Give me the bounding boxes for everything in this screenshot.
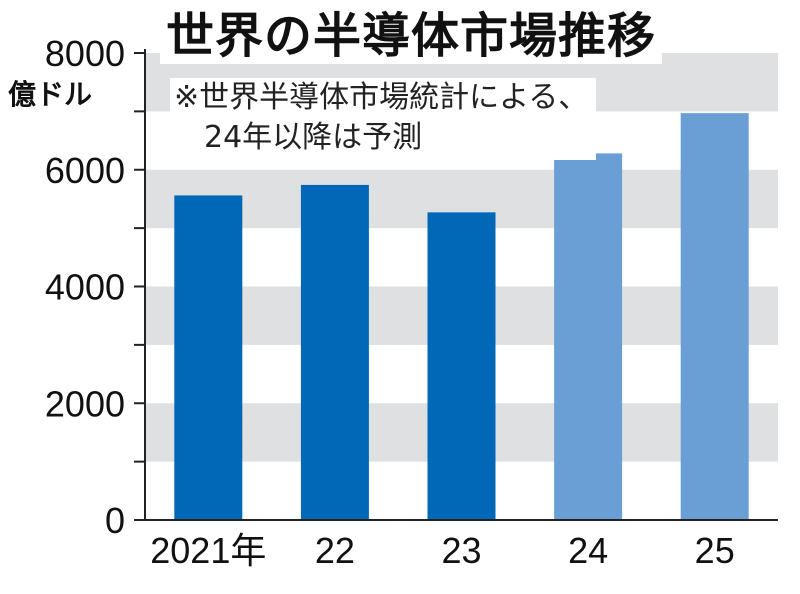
x-tick-label-4: 25 [695, 530, 735, 571]
note-line-2: 24年以降は予測 [204, 120, 423, 155]
x-tick-label-0: 2021年 [150, 530, 266, 571]
source-note: ※世界半導体市場統計による、 24年以降は予測 [170, 78, 597, 160]
x-tick-label-2: 23 [441, 530, 481, 571]
bar-0 [174, 195, 243, 520]
note-line-1: ※世界半導体市場統計による、 [174, 80, 589, 115]
bar-1 [300, 184, 369, 521]
y-axis [134, 49, 778, 521]
y-tick-label-4: 8000 [45, 33, 125, 74]
x-tick-labels: 2021年 22 23 24 25 [150, 530, 734, 571]
bar-3 [554, 153, 623, 520]
y-tick-label-0: 0 [105, 500, 125, 541]
bar-4 [680, 113, 749, 520]
bar-2 [427, 212, 496, 520]
bars [174, 113, 749, 521]
x-tick-label-1: 22 [315, 530, 355, 571]
y-tick-label-1: 2000 [45, 383, 125, 424]
y-tick-label-2: 4000 [45, 267, 125, 308]
y-axis-unit-label: 億ドル [8, 78, 93, 112]
y-tick-label-3: 6000 [45, 150, 125, 191]
y-tick-labels: 0 2000 4000 6000 8000 [45, 33, 125, 541]
chart-title: 世界の半導体市場推移 [160, 8, 663, 64]
x-tick-label-3: 24 [568, 530, 608, 571]
